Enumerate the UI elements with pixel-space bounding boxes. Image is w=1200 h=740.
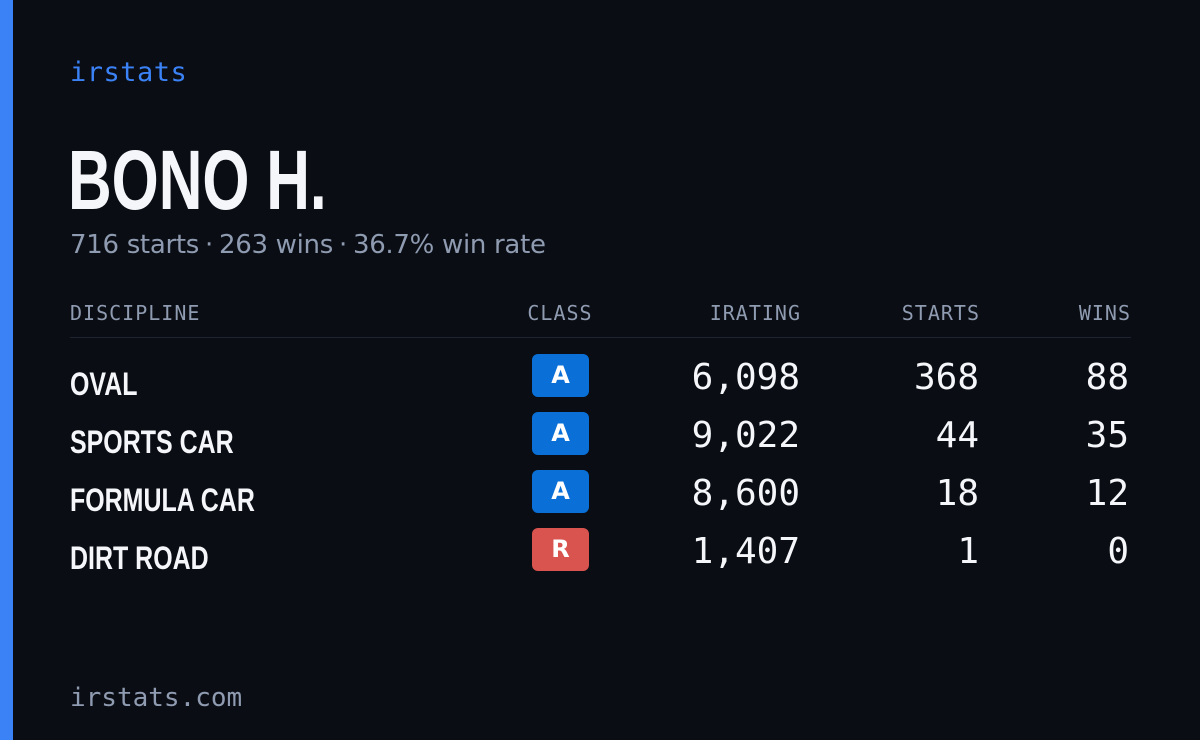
class-badge: R [532,528,589,571]
table-row: DIRT ROAD R 1,407 1 0 [70,524,1131,582]
wins-value: 0 [1107,531,1129,572]
starts-summary: 716 starts [70,230,199,260]
discipline-name: FORMULA CAR [70,482,255,518]
irating-value: 1,407 [691,531,800,572]
table-row: FORMULA CAR A 8,600 18 12 [70,466,1131,524]
discipline-name: SPORTS CAR [70,424,234,460]
table-row: OVAL A 6,098 368 88 [70,350,1131,408]
separator: · [205,230,213,260]
separator: · [338,230,347,260]
driver-name: BONO H. [68,133,327,227]
header-divider [70,337,1131,338]
stats-table: OVAL A 6,098 368 88 SPORTS CAR A 9,022 4… [70,350,1131,582]
wins-value: 12 [1085,473,1129,514]
column-header-starts: STARTS [901,301,980,325]
column-header-discipline: DISCIPLINE [70,301,201,325]
wins-summary: 263 wins [218,230,333,260]
table-row: SPORTS CAR A 9,022 44 35 [70,408,1131,466]
column-header-wins: WINS [1078,301,1131,325]
table-header: DISCIPLINE CLASS IRATING STARTS WINS [70,298,1131,330]
starts-value: 18 [935,473,979,514]
irating-value: 8,600 [691,473,800,514]
class-badge: A [532,354,589,397]
starts-value: 1 [957,531,979,572]
discipline-name: DIRT ROAD [70,540,209,576]
brand-logo-text: irstats [70,57,188,88]
discipline-name: OVAL [70,366,138,402]
irating-value: 9,022 [691,415,800,456]
accent-bar [0,0,13,740]
winrate-summary: 36.7% win rate [352,230,546,260]
class-badge: A [532,470,589,513]
class-badge: A [532,412,589,455]
column-header-class-label: CLASS [527,301,593,325]
driver-summary: 716 starts · 263 wins · 36.7% win rate [70,228,546,262]
irating-value: 6,098 [691,357,800,398]
starts-value: 44 [935,415,979,456]
column-header-irating: IRATING [709,301,801,325]
starts-value: 368 [913,357,979,398]
footer-url: irstats.com [70,683,243,713]
wins-value: 35 [1085,415,1129,456]
wins-value: 88 [1085,357,1129,398]
